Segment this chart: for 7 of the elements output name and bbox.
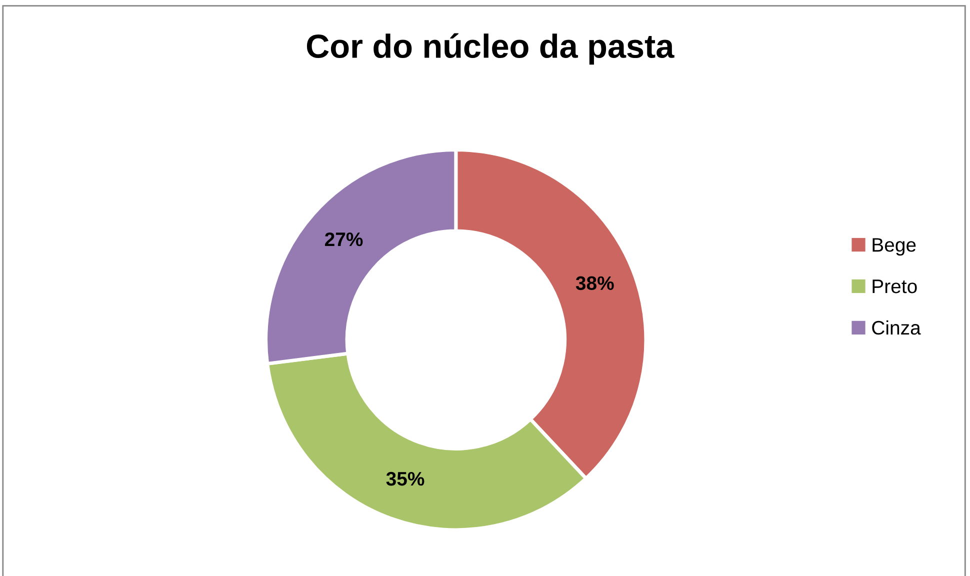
legend-label: Bege	[872, 238, 916, 256]
data-label: 35%	[386, 472, 424, 486]
chart-title: Cor do núcleo da pasta	[306, 33, 674, 65]
data-label: 38%	[576, 276, 614, 290]
legend-label: Preto	[872, 280, 917, 294]
data-label: 27%	[324, 232, 363, 246]
legend-label: Cinza	[872, 320, 921, 335]
